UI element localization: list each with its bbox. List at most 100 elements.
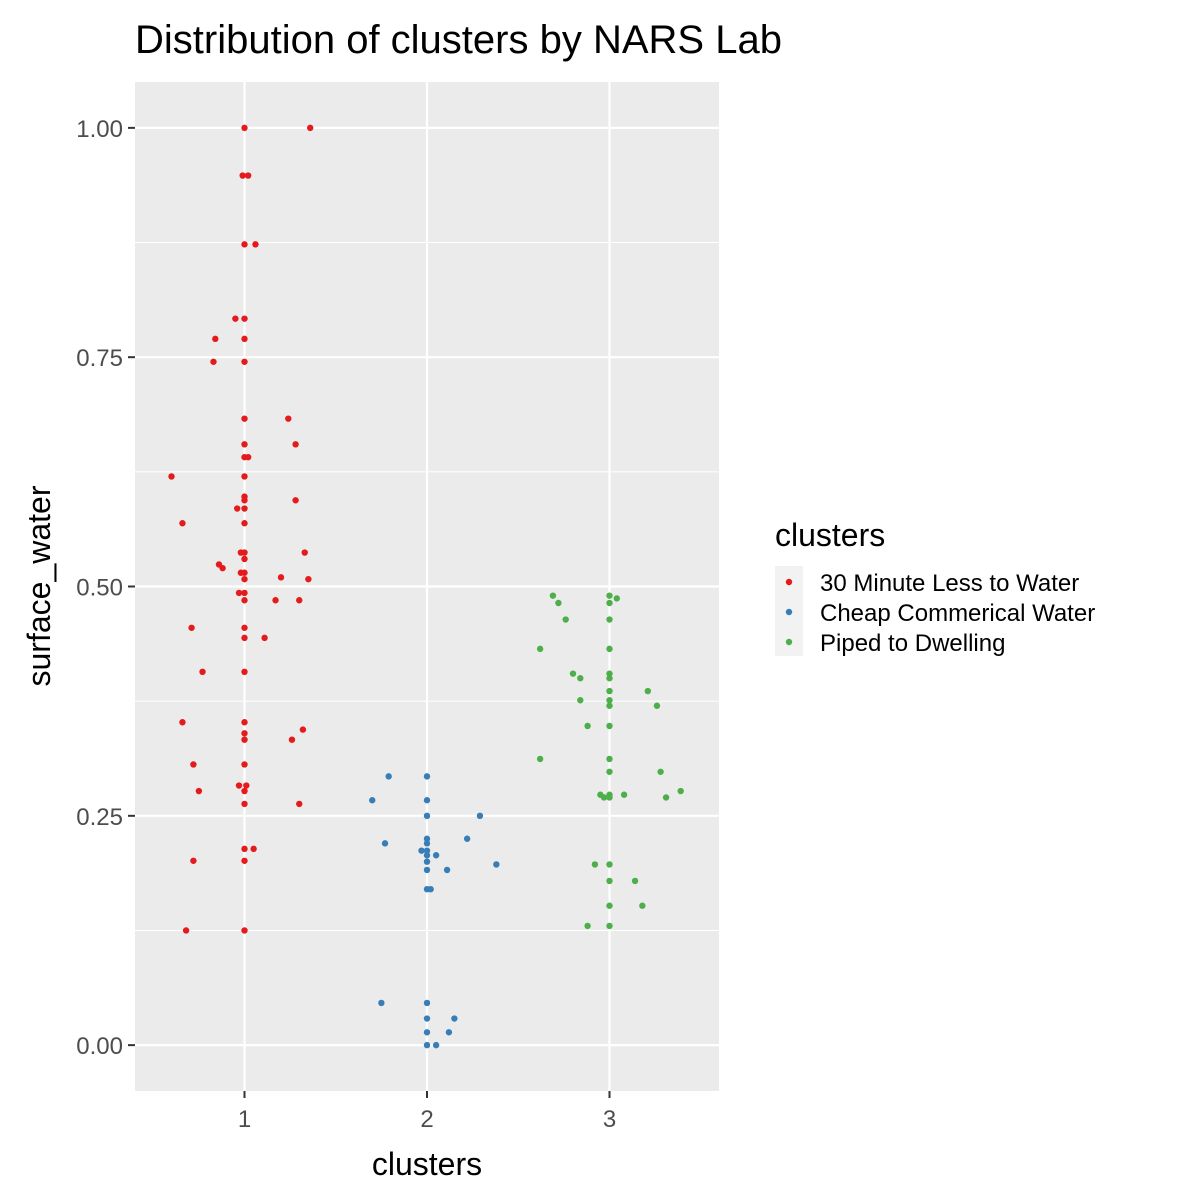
data-point-series-2 <box>423 773 431 780</box>
legend-label: Cheap Commerical Water <box>820 600 1095 627</box>
data-point-series-1 <box>305 575 312 583</box>
data-point-series-3 <box>606 675 613 682</box>
data-point-series-2 <box>493 861 500 868</box>
data-point-series-2 <box>423 812 431 820</box>
data-point-series-3 <box>577 675 584 682</box>
data-point-series-3 <box>536 645 544 653</box>
data-point-series-2 <box>423 852 431 859</box>
x-tick-label: 3 <box>603 1106 616 1133</box>
data-point-series-2 <box>463 835 471 842</box>
legend-label: 30 Minute Less to Water <box>820 570 1079 597</box>
y-axis: 0.00 0.25 0.50 0.75 1.00 <box>76 116 135 1060</box>
data-point-series-1 <box>244 172 252 179</box>
data-point-series-3 <box>606 599 613 607</box>
data-point-series-1 <box>195 787 203 795</box>
data-point-series-2 <box>445 1029 453 1036</box>
data-point-series-1 <box>285 415 292 422</box>
data-point-series-2 <box>385 773 392 780</box>
data-point-series-1 <box>292 497 299 504</box>
data-point-series-1 <box>190 761 197 768</box>
legend: clusters 30 Minute Less to Water Cheap Co… <box>775 517 1095 657</box>
data-point-series-1 <box>307 124 314 132</box>
data-point-series-2 <box>451 1015 458 1022</box>
data-point-series-1 <box>277 574 285 581</box>
data-point-series-1 <box>182 927 190 934</box>
data-point-series-3 <box>606 755 613 763</box>
data-point-series-1 <box>252 241 259 248</box>
x-axis: 1 2 3 <box>238 1091 616 1133</box>
data-point-series-1 <box>241 736 248 743</box>
data-point-series-1 <box>301 549 308 556</box>
data-point-series-1 <box>299 726 307 733</box>
data-point-series-3 <box>606 922 613 930</box>
data-point-series-2 <box>443 866 451 874</box>
data-point-series-1 <box>241 441 248 448</box>
data-point-series-2 <box>369 797 376 804</box>
data-point-series-3 <box>606 616 613 623</box>
data-points <box>168 124 684 1049</box>
data-point-series-3 <box>606 794 613 801</box>
data-point-series-3 <box>606 702 613 709</box>
data-point-series-3 <box>653 702 661 709</box>
data-point-series-1 <box>241 624 248 631</box>
data-point-series-2 <box>476 812 484 820</box>
data-point-series-3 <box>639 902 646 909</box>
data-point-series-1 <box>244 453 252 461</box>
data-point-series-1 <box>241 597 248 604</box>
data-point-series-2 <box>427 886 434 893</box>
data-point-series-1 <box>241 730 248 737</box>
y-tick-label: 1.00 <box>76 116 123 143</box>
data-point-series-1 <box>241 634 248 642</box>
data-point-series-1 <box>179 520 186 527</box>
data-point-series-3 <box>620 791 628 798</box>
legend-title: clusters <box>775 517 885 553</box>
data-point-series-1 <box>199 668 206 676</box>
data-point-series-3 <box>584 722 591 730</box>
data-point-series-2 <box>432 1041 440 1049</box>
data-point-series-1 <box>188 624 195 631</box>
data-point-series-1 <box>296 597 303 604</box>
data-point-series-2 <box>423 847 431 854</box>
data-point-series-1 <box>234 505 241 512</box>
data-point-series-3 <box>536 755 544 763</box>
data-point-series-1 <box>241 555 248 563</box>
data-point-series-3 <box>562 616 569 623</box>
data-point-series-1 <box>235 589 243 597</box>
data-point-series-1 <box>241 761 248 768</box>
x-axis-title: clusters <box>372 1146 482 1182</box>
data-point-series-3 <box>606 768 613 775</box>
y-tick-label: 0.00 <box>76 1033 123 1060</box>
data-point-series-3 <box>600 794 608 801</box>
data-point-series-2 <box>381 840 389 847</box>
data-point-series-3 <box>662 794 670 801</box>
data-point-series-3 <box>577 697 584 704</box>
data-point-series-3 <box>606 645 613 653</box>
data-point-series-2 <box>423 999 431 1007</box>
legend-key-series-3 <box>785 638 793 646</box>
data-point-series-1 <box>241 473 248 480</box>
legend-label: Piped to Dwelling <box>820 630 1005 657</box>
data-point-series-1 <box>250 845 257 853</box>
x-tick-label: 1 <box>238 1106 251 1133</box>
data-point-series-1 <box>241 415 248 422</box>
data-point-series-1 <box>241 787 248 795</box>
data-point-series-2 <box>423 858 431 865</box>
data-point-series-1 <box>219 564 226 572</box>
data-point-series-3 <box>606 592 613 599</box>
legend-key-series-2 <box>785 608 793 616</box>
data-point-series-1 <box>232 315 239 322</box>
data-point-series-3 <box>584 922 591 930</box>
y-axis-title: surface_water <box>21 485 57 686</box>
y-tick-label: 0.50 <box>76 575 123 602</box>
data-point-series-3 <box>549 592 557 599</box>
data-point-series-1 <box>241 800 248 808</box>
data-point-series-1 <box>272 597 279 604</box>
data-point-series-3 <box>606 697 613 704</box>
data-point-series-1 <box>241 241 248 248</box>
data-point-series-3 <box>606 722 613 730</box>
data-point-series-1 <box>241 315 248 322</box>
data-point-series-1 <box>241 505 248 512</box>
y-tick-label: 0.25 <box>76 804 123 831</box>
data-point-series-3 <box>606 670 613 677</box>
y-tick-label: 0.75 <box>76 345 123 372</box>
